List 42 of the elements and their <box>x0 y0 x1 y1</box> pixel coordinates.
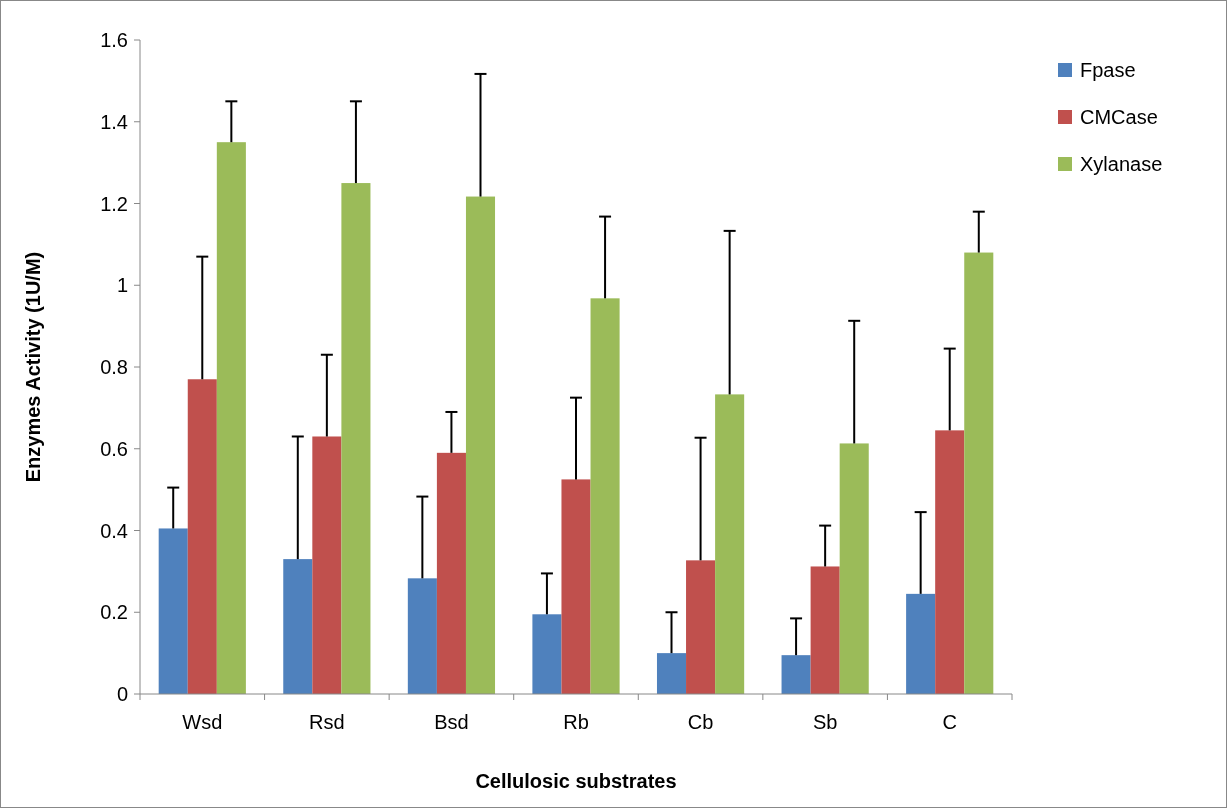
x-axis-title: Cellulosic substrates <box>475 770 677 792</box>
x-tick-label: Wsd <box>182 711 223 733</box>
bar <box>283 559 313 694</box>
bar <box>590 298 620 694</box>
x-tick-label: Cb <box>687 711 714 733</box>
y-tick-label: 0.6 <box>100 437 128 460</box>
x-tick-label: Rsd <box>309 711 345 733</box>
bar <box>906 593 936 694</box>
legend-label: Xylanase <box>1080 153 1163 175</box>
y-tick-label: 0.2 <box>100 601 128 624</box>
x-tick-label: C <box>942 711 957 733</box>
y-tick-label: 1.4 <box>100 110 128 133</box>
bar <box>561 479 591 694</box>
y-tick-label: 0.4 <box>100 519 128 542</box>
y-tick-label: 0.8 <box>100 356 128 378</box>
y-tick-label: 1.2 <box>100 192 128 215</box>
x-tick-label: Sb <box>812 711 838 733</box>
y-tick-label: 1.6 <box>100 29 128 51</box>
legend-label: CMCase <box>1080 106 1158 128</box>
bar <box>839 443 869 694</box>
x-tick-label: Bsd <box>434 711 469 733</box>
bar <box>341 183 371 694</box>
bar <box>158 528 188 694</box>
bar <box>810 566 840 694</box>
legend-label: Fpase <box>1080 59 1136 81</box>
bar <box>436 452 466 694</box>
bar <box>715 394 745 694</box>
bar <box>465 196 496 694</box>
bar <box>187 379 217 694</box>
y-tick-label: 0 <box>116 683 128 705</box>
bar <box>686 560 716 694</box>
bar <box>781 655 811 694</box>
x-tick-label: Rb <box>563 711 589 733</box>
bar <box>964 252 994 694</box>
bar <box>532 614 562 694</box>
y-axis-title: Enzymes Activity (1U/M) <box>22 251 44 483</box>
bar <box>312 436 342 694</box>
bar <box>216 142 246 694</box>
bar <box>407 578 437 694</box>
bar <box>935 430 965 694</box>
y-tick-label: 1 <box>116 274 128 297</box>
bar <box>656 653 687 694</box>
